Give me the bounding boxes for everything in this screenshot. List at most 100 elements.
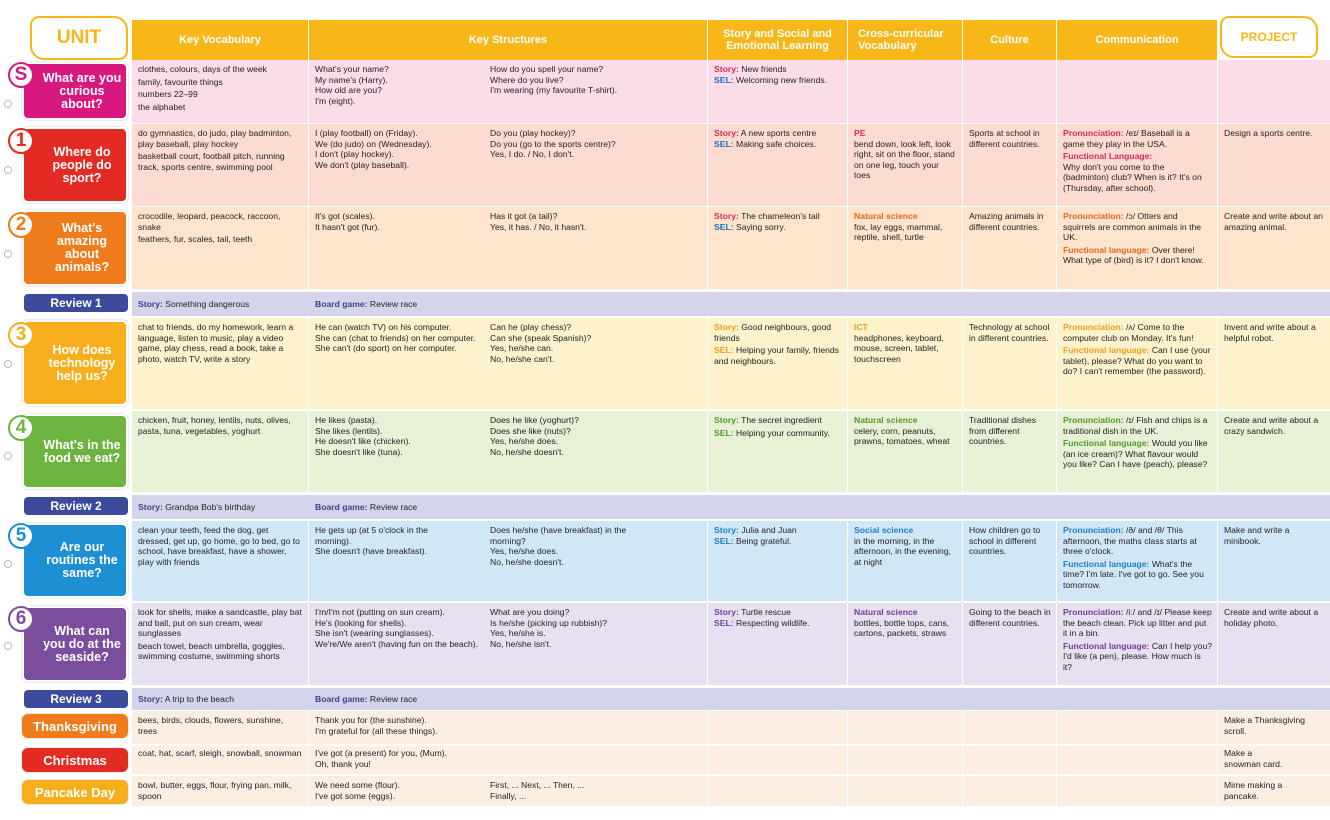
pronunciation-text: /ʌ/ Come to the computer club on Monday.…: [1063, 322, 1194, 343]
story-label: Story:: [714, 607, 739, 617]
review-story-cell: Story: Grandpa Bob's birthday: [132, 495, 309, 519]
vocab-line: look for shells, make a sandcastle, play…: [138, 607, 302, 639]
project-text: Mime making a pancake.: [1224, 780, 1283, 801]
festival-row-thanksgiving: bees, birds, clouds, flowers, sunshine, …: [132, 711, 1330, 744]
vocab-line: clothes, colours, days of the week: [138, 64, 267, 74]
sel-text: Being grateful.: [735, 535, 792, 546]
pronunciation-label: Pronunciation:: [1063, 128, 1124, 138]
sel-label: SEL:: [714, 617, 734, 628]
structures-cell-1: It's got (scales). It hasn't got (fur).: [309, 207, 484, 289]
culture-text: How children go to school in different c…: [969, 525, 1041, 557]
project-text: Design a sports centre.: [1224, 128, 1313, 138]
story-label: Story:: [714, 211, 739, 221]
structure-line: It's got (scales).: [315, 211, 375, 221]
cc-vocab: bottles, bottle tops, cans, cartons, pac…: [854, 617, 950, 639]
unit-badge-2: What's amazing about animals?: [22, 210, 128, 286]
review-board-cell: Board game: Review race: [309, 292, 1330, 316]
header-culture: Culture: [963, 20, 1057, 60]
sel-label: SEL:: [714, 345, 734, 356]
culture-text: Amazing animals in different countries.: [969, 211, 1044, 232]
unit-title: Where do people do sport?: [52, 144, 112, 185]
board-game-text: Review race: [369, 694, 418, 704]
story-title: A new sports centre: [740, 128, 817, 138]
culture-cell: [963, 746, 1057, 774]
festival-title: Christmas: [43, 752, 107, 768]
story-label: Story:: [714, 64, 739, 74]
structure-line: I'm (eight).: [315, 95, 356, 106]
structure-line: Yes, I do. / No, I don't.: [490, 149, 574, 160]
story-title: Turtle rescue: [741, 607, 791, 617]
structures-cell-2: What are you doing? Is he/she (picking u…: [484, 603, 708, 685]
unit-title: What can you do at the seaside?: [43, 623, 121, 664]
pronunciation-text: /ð/ and /θ/ This afternoon, the maths cl…: [1063, 525, 1197, 557]
cc-vocab: in the morning, in the afternoon, in the…: [854, 535, 951, 567]
vocab-cell: clothes, colours, days of the week famil…: [132, 60, 309, 123]
unit-badge-s: What are you curious about?: [22, 62, 128, 120]
sel-label: SEL:: [714, 74, 734, 85]
unit-badge-4: What's in the food we eat?: [22, 414, 128, 489]
project-text: Make a Thanksgiving scroll.: [1224, 715, 1306, 736]
structures-cell-2: [484, 711, 708, 744]
cross-curricular-cell: Natural science celery, corn, peanuts, p…: [848, 411, 963, 492]
structure-line: We're/We aren't (having fun on the beach…: [315, 638, 478, 649]
binder-hole-icon: [4, 250, 12, 258]
cc-vocab: fox, lay eggs, mammal, reptile, shell, t…: [854, 221, 943, 243]
structures-cell-2: [484, 746, 708, 774]
review-title: Review 2: [50, 499, 102, 513]
vocab-line: do gymnastics, do judo, play badminton, …: [138, 128, 292, 149]
communication-cell: Pronunciation: /ʌ/ Come to the computer …: [1057, 318, 1218, 409]
cc-subject: Natural science: [854, 415, 918, 425]
unit-number-6: 6: [8, 606, 34, 632]
unit-header-tab: UNIT: [30, 16, 128, 60]
story-title: The chameleon's tail: [741, 211, 820, 221]
structure-line: She doesn't like (tuna).: [315, 446, 403, 457]
vocab-cell: chicken, fruit, honey, lentils, nuts, ol…: [132, 411, 309, 492]
vocab-line: family, favourite things: [138, 76, 223, 87]
unit-badge-1: Where do people do sport?: [22, 127, 128, 203]
project-cell: Invent and write about a helpful robot.: [1218, 318, 1330, 409]
sel-label: SEL:: [714, 221, 734, 232]
header-key-structures: Key Structures: [309, 20, 708, 60]
review-story-cell: Story: A trip to the beach: [132, 688, 309, 710]
unit-title: What's in the food we eat?: [43, 437, 121, 465]
culture-cell: Sports at school in different countries.: [963, 124, 1057, 206]
unit-row-3: chat to friends, do my homework, learn a…: [132, 318, 1330, 409]
project-cell: Create and write about an amazing animal…: [1218, 207, 1330, 289]
structures-cell-2: Does he/she (have breakfast) in the morn…: [484, 521, 708, 601]
vocab-cell: bees, birds, clouds, flowers, sunshine, …: [132, 711, 309, 744]
structure-line: He gets up (at 5 o'clock in the morning)…: [315, 525, 428, 546]
culture-text: Traditional dishes from different countr…: [969, 415, 1037, 447]
culture-cell: Traditional dishes from different countr…: [963, 411, 1057, 492]
story-label: Story:: [138, 299, 163, 309]
unit-badge-3: How does technology help us?: [22, 320, 128, 406]
structure-line: Thank you for (the sunshine).: [315, 715, 427, 725]
story-title: Julia and Juan: [741, 525, 797, 535]
review-story-title: A trip to the beach: [164, 694, 235, 704]
story-title: The secret ingredient: [741, 415, 822, 425]
review-board-cell: Board game: Review race: [309, 495, 1330, 519]
culture-cell: [963, 776, 1057, 806]
functional-language-label: Functional language:: [1063, 345, 1150, 356]
project-cell: Make and write a minibook.: [1218, 521, 1330, 601]
binder-hole-icon: [4, 166, 12, 174]
story-cell: Story: New friends SEL: Welcoming new fr…: [708, 60, 848, 123]
structure-line: No, he/she doesn't.: [490, 556, 564, 567]
review-row-1: Story: Something dangerous Board game: R…: [132, 292, 1330, 316]
header-communication: Communication: [1057, 20, 1218, 60]
vocab-line: numbers 22–99: [138, 89, 198, 100]
project-cell: Make a Thanksgiving scroll.: [1218, 711, 1330, 744]
structure-line: Yes, he/she is.: [490, 628, 546, 639]
vocab-line: chicken, fruit, honey, lentils, nuts, ol…: [138, 415, 291, 436]
structures-cell-1: I've got (a present) for you, (Mum). Oh,…: [309, 746, 484, 774]
vocab-line: bees, birds, clouds, flowers, sunshine, …: [138, 715, 284, 736]
review-row-3: Story: A trip to the beach Board game: R…: [132, 688, 1330, 710]
structure-line: I (play football) on (Friday).: [315, 128, 418, 138]
communication-cell: [1057, 776, 1218, 806]
story-cell: Story: A new sports centre SEL: Making s…: [708, 124, 848, 206]
story-cell: [708, 746, 848, 774]
sel-text: Welcoming new friends.: [735, 74, 828, 85]
structure-line: He's (looking for shells).: [315, 617, 407, 628]
structure-line: She can't (do sport) on her computer.: [315, 343, 457, 354]
unit-row-2: crocodile, leopard, peacock, raccoon, sn…: [132, 207, 1330, 289]
header-story-sel: Story and Social and Emotional Learning: [708, 20, 848, 60]
